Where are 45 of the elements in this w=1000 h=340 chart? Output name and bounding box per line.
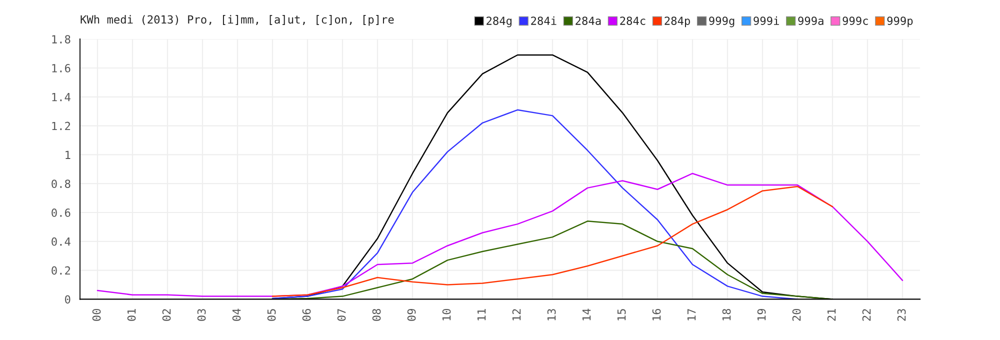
legend-label: 284c: [620, 16, 646, 25]
x-tick-label: 12: [512, 309, 521, 320]
y-tick-label: 1.2: [52, 122, 70, 130]
chart-title: KWh medi (2013) Pro, [i]mm, [a]ut, [c]on, [p]re: [80, 15, 394, 26]
x-tick-label: 20: [792, 308, 801, 321]
legend-label: 999p: [887, 16, 913, 28]
y-tick-label: 0.2: [52, 266, 70, 275]
legend-label: 999c: [842, 16, 868, 25]
y-tick-label: 1: [66, 150, 70, 159]
legend-label: 999i: [754, 16, 779, 25]
legend-label: 284a: [576, 16, 601, 25]
x-tick-label: 07: [337, 309, 346, 321]
x-tick-label: 08: [372, 308, 381, 321]
x-tick-label: 00: [92, 308, 101, 321]
x-tick-label: 19: [757, 308, 766, 320]
x-tick-label: 18: [722, 308, 731, 320]
y-tick-label: 0: [65, 295, 70, 304]
x-tick-label: 16: [652, 308, 661, 320]
x-tick-label: 21: [827, 308, 836, 321]
y-tick-label: 0.8: [52, 180, 70, 188]
legend-label: 999g: [709, 16, 734, 28]
x-tick-label: 11: [477, 308, 486, 320]
x-tick-label: 03: [197, 309, 206, 321]
x-tick-label: 09: [407, 308, 416, 321]
x-tick-label: 22: [862, 309, 871, 321]
x-tick-label: 06: [302, 308, 311, 321]
y-tick-label: 0.6: [52, 208, 70, 217]
x-tick-label: 01: [127, 308, 136, 321]
x-tick-label: 05: [267, 309, 276, 321]
legend-label: 284p: [664, 16, 690, 28]
legend-label: 284g: [486, 16, 512, 28]
y-tick-label: 1.4: [52, 93, 70, 102]
x-tick-label: 10: [442, 308, 451, 320]
y-tick-label: 1.6: [52, 64, 70, 72]
x-tick-label: 02: [162, 309, 171, 321]
legend-label: 999a: [798, 16, 824, 25]
y-tick-label: 0.4: [52, 237, 70, 246]
y-tick-label: 1.8: [52, 35, 70, 44]
x-tick-label: 13: [547, 309, 556, 320]
x-tick-label: 14: [582, 308, 591, 320]
x-tick-label: 04: [232, 308, 241, 321]
x-tick-label: 15: [617, 309, 626, 320]
legend-label: 284i: [531, 16, 556, 25]
x-tick-label: 17: [687, 309, 696, 320]
x-tick-label: 23: [897, 309, 906, 321]
